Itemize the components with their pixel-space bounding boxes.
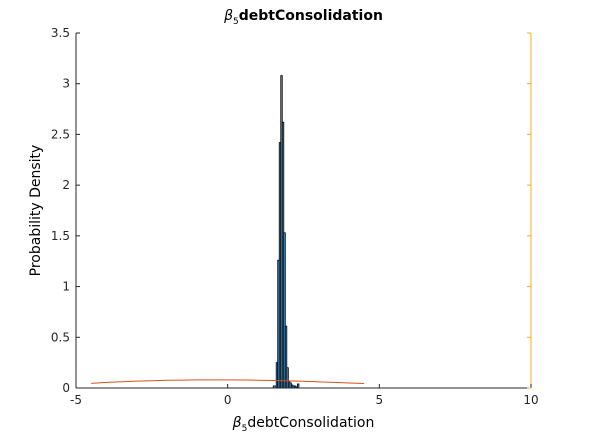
y-tick-label: 2 [62,178,70,192]
y-tick-label: 2.5 [51,127,70,141]
histogram-bar [297,383,300,389]
x-tick-label: 5 [376,393,384,407]
xlabel-greek: β [232,415,242,431]
y-tick-label: 0 [62,381,70,395]
histogram-bars [272,75,300,389]
chart-title: β5debtConsolidation [223,8,383,27]
x-axis-label: β5debtConsolidation [232,415,375,434]
y-tick-label: 1 [62,280,70,294]
x-tick-label: -5 [70,393,82,407]
y-axis-label: Probability Density [28,145,44,277]
title-greek: β [223,8,233,24]
title-text: debtConsolidation [239,8,383,24]
y-tick-label: 3.5 [51,26,70,40]
y-tick-label: 1.5 [51,229,70,243]
x-tick-label: 0 [224,393,232,407]
xlabel-text: debtConsolidation [247,415,374,431]
title-subscript: 5 [233,17,239,27]
xlabel-subscript: 5 [242,424,248,434]
y-tick-label: 3 [62,77,70,91]
prior-density-line [91,379,365,385]
plot-background [76,33,531,388]
y-tick-label: 0.5 [51,330,70,344]
x-tick-label: 10 [523,393,538,407]
